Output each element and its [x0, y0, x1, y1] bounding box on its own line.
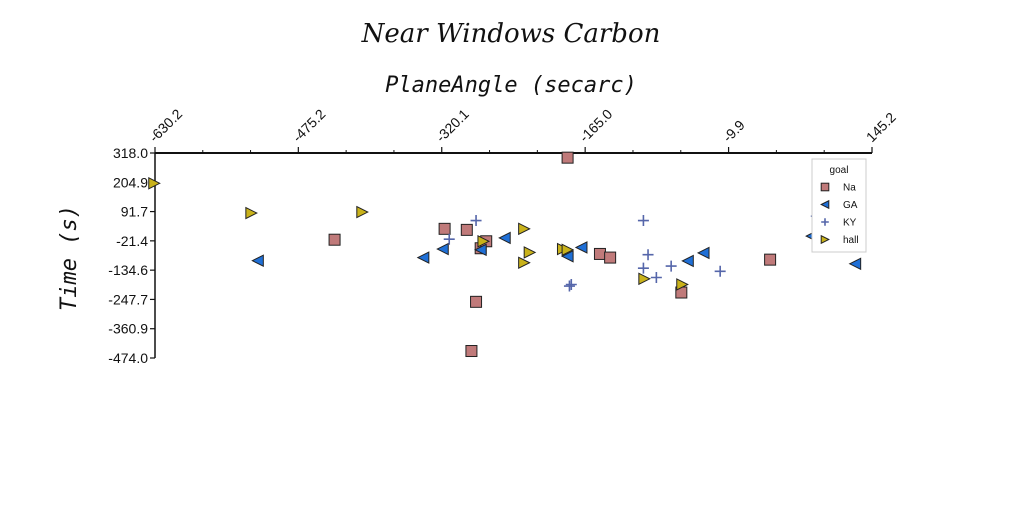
point-ga: [436, 242, 449, 256]
y-tick-label: 318.0: [113, 145, 148, 161]
point-hall: [148, 176, 161, 190]
x-tick-label: -320.1: [433, 106, 473, 146]
point-na: [328, 233, 341, 246]
point-ga: [681, 254, 694, 268]
y-tick-label: -247.7: [108, 291, 148, 307]
chart-title: Near Windows Carbon: [361, 19, 661, 49]
point-ga: [848, 257, 862, 271]
x-tick-label: -9.9: [719, 117, 748, 146]
point-ky: [637, 215, 649, 227]
point-ga: [416, 251, 430, 264]
point-ga: [696, 246, 710, 260]
point-na: [438, 222, 451, 235]
legend: goal Na GA KY hall: [811, 158, 867, 253]
point-na: [465, 345, 478, 358]
x-tick-label: -475.2: [289, 106, 329, 146]
point-ky: [665, 260, 677, 272]
point-na: [470, 295, 483, 308]
legend-label-na: Na: [843, 183, 856, 194]
point-ky: [563, 280, 575, 292]
point-hall: [356, 205, 369, 219]
point-ga: [560, 249, 574, 263]
point-ga: [474, 243, 487, 257]
legend-label-hall: hall: [843, 235, 859, 246]
legend-label-ky: KY: [843, 218, 857, 229]
point-ky: [443, 233, 455, 245]
y-tick-label: 204.9: [113, 174, 148, 190]
legend-marker-ky: [821, 218, 829, 226]
y-tick-label: -360.9: [108, 321, 148, 337]
point-ky: [565, 278, 577, 290]
legend-marker-hall: [820, 234, 830, 245]
point-ky: [637, 262, 649, 274]
x-tick-label: -165.0: [576, 106, 616, 146]
y-tick-label: -21.4: [116, 233, 148, 249]
y-tick-label: -474.0: [108, 350, 148, 366]
y-tick-label: -134.6: [108, 262, 148, 278]
x-tick-label: -630.2: [146, 106, 186, 146]
point-ky: [650, 272, 662, 284]
point-ga: [498, 231, 511, 245]
x-axis-label: PlaneAngle (secarc): [385, 73, 637, 98]
point-hall: [676, 278, 689, 291]
point-na: [460, 223, 473, 236]
point-na: [604, 251, 617, 264]
point-hall: [518, 222, 531, 236]
legend-title: goal: [830, 165, 849, 176]
point-hall: [523, 246, 537, 259]
y-axis-label: Time (s): [57, 205, 82, 311]
y-axis-ticks: 318.0 204.9 91.7 -21.4 -134.6 -247.7 -360.9 -47…: [108, 145, 155, 366]
data-points: [148, 151, 862, 358]
point-hall: [245, 206, 258, 220]
point-hall: [561, 243, 575, 257]
point-hall: [518, 256, 531, 270]
point-ky: [714, 265, 726, 277]
point-ga: [574, 241, 588, 254]
point-na: [764, 253, 777, 266]
y-tick-label: 91.7: [121, 204, 148, 220]
point-hall: [477, 234, 491, 248]
point-na: [593, 247, 606, 260]
point-ga: [251, 254, 264, 267]
x-axis-ticks: -630.2 -475.2 -320.1 -165.0 -9.9 145.2: [146, 106, 899, 153]
legend-label-ga: GA: [843, 200, 858, 211]
point-ky: [470, 215, 482, 227]
legend-items: Na GA KY hall: [820, 182, 859, 246]
point-na: [561, 151, 574, 164]
point-ky: [642, 249, 654, 261]
legend-marker-na: [820, 182, 830, 192]
x-tick-label: 145.2: [863, 109, 899, 145]
legend-marker-ga: [820, 199, 830, 210]
point-hall: [638, 272, 651, 286]
